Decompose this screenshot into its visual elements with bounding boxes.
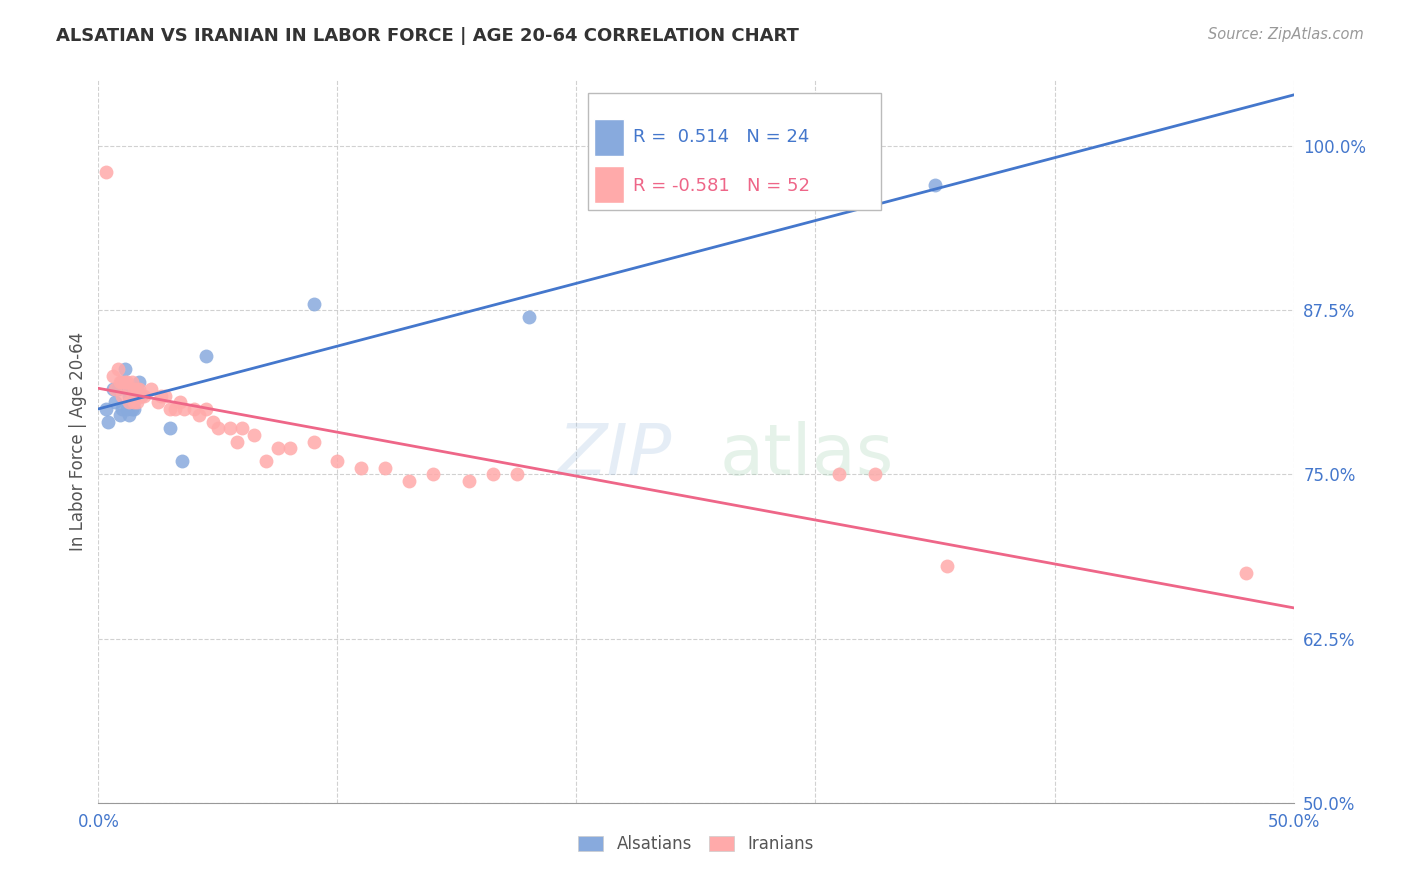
Point <box>124 401 146 416</box>
Point <box>131 388 153 402</box>
Point <box>131 388 153 402</box>
Point <box>94 401 117 416</box>
Point <box>115 401 138 416</box>
Point <box>936 559 959 574</box>
Point <box>183 401 205 416</box>
Point <box>159 401 181 416</box>
Point <box>398 474 420 488</box>
Point <box>111 401 134 416</box>
Text: ZIP: ZIP <box>558 422 672 491</box>
Point <box>828 467 851 482</box>
Point <box>195 401 218 416</box>
Point <box>104 382 127 396</box>
Point <box>107 382 129 396</box>
Point <box>118 388 141 402</box>
Legend: Alsatians, Iranians: Alsatians, Iranians <box>572 828 820 860</box>
Point <box>458 474 481 488</box>
Point <box>118 382 141 396</box>
Point <box>326 454 349 468</box>
Point <box>1234 566 1257 580</box>
Point <box>111 388 134 402</box>
Point <box>125 382 148 396</box>
Y-axis label: In Labor Force | Age 20-64: In Labor Force | Age 20-64 <box>69 332 87 551</box>
Point <box>111 376 134 390</box>
Text: ALSATIAN VS IRANIAN IN LABOR FORCE | AGE 20-64 CORRELATION CHART: ALSATIAN VS IRANIAN IN LABOR FORCE | AGE… <box>56 27 799 45</box>
Point <box>124 382 146 396</box>
Point <box>125 395 148 409</box>
Point <box>149 388 172 402</box>
Point <box>148 395 170 409</box>
Point <box>226 434 249 449</box>
Point <box>107 362 129 376</box>
Point <box>115 382 138 396</box>
Text: Source: ZipAtlas.com: Source: ZipAtlas.com <box>1208 27 1364 42</box>
Point <box>118 395 141 409</box>
Point <box>481 467 505 482</box>
Point <box>121 376 143 390</box>
Point <box>132 388 155 402</box>
Point <box>278 441 301 455</box>
Point <box>118 409 141 423</box>
Point <box>163 401 186 416</box>
Point <box>517 310 540 324</box>
Point <box>125 382 148 396</box>
Point <box>115 376 138 390</box>
FancyBboxPatch shape <box>595 119 624 156</box>
Point <box>155 388 177 402</box>
Point <box>231 421 253 435</box>
Point <box>267 441 290 455</box>
Point <box>374 460 396 475</box>
Text: R =  0.514   N = 24: R = 0.514 N = 24 <box>633 128 808 146</box>
Point <box>101 368 124 383</box>
Point <box>94 165 117 179</box>
Text: atlas: atlas <box>720 422 894 491</box>
Point <box>865 467 887 482</box>
Point <box>506 467 529 482</box>
Point <box>104 395 127 409</box>
Point <box>114 376 136 390</box>
Point <box>169 395 191 409</box>
Point <box>159 421 181 435</box>
Point <box>302 434 325 449</box>
Point <box>243 428 266 442</box>
Point <box>422 467 444 482</box>
FancyBboxPatch shape <box>595 166 624 203</box>
Point <box>97 415 120 429</box>
Point <box>101 382 124 396</box>
Point <box>172 454 194 468</box>
Point <box>128 382 150 396</box>
Point <box>207 421 229 435</box>
Point <box>139 382 162 396</box>
Point <box>114 362 136 376</box>
Text: R = -0.581   N = 52: R = -0.581 N = 52 <box>633 178 810 195</box>
Point <box>108 409 131 423</box>
Point <box>924 178 946 193</box>
Point <box>195 349 218 363</box>
Point <box>302 296 325 310</box>
FancyBboxPatch shape <box>589 94 882 211</box>
Point <box>128 376 150 390</box>
Point <box>187 409 209 423</box>
Point <box>111 376 134 390</box>
Point <box>254 454 277 468</box>
Point <box>202 415 225 429</box>
Point <box>173 401 195 416</box>
Point <box>219 421 242 435</box>
Point <box>121 401 143 416</box>
Point <box>350 460 373 475</box>
Point <box>124 395 146 409</box>
Point <box>108 376 131 390</box>
